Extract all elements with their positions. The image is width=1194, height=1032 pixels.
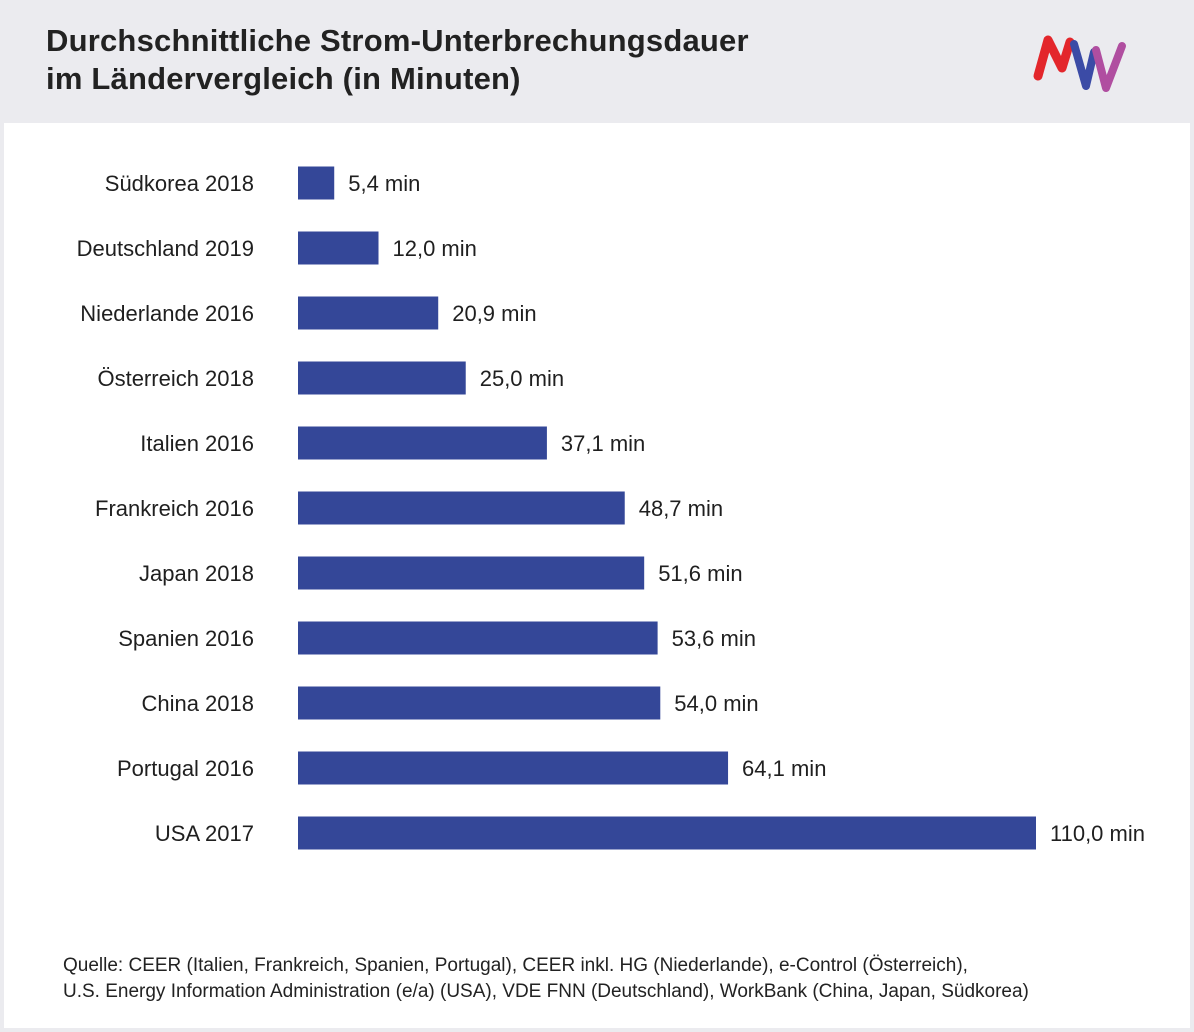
value-label: 51,6 min: [658, 561, 742, 586]
bar: [298, 556, 645, 590]
header-band: Durchschnittliche Strom-Unterbrechungsda…: [0, 0, 1194, 123]
frame-bottom: [0, 1028, 1194, 1032]
logo-m-stroke: [1033, 35, 1075, 81]
value-label: 110,0 min: [1050, 821, 1145, 846]
bar: [298, 296, 439, 330]
bar: [298, 231, 379, 265]
category-label: Spanien 2016: [118, 626, 254, 651]
bar: [298, 751, 729, 785]
source-line-2: U.S. Energy Information Administration (…: [63, 981, 1029, 1002]
bar: [298, 816, 1036, 850]
category-label: Südkorea 2018: [105, 171, 254, 196]
frame-right: [1190, 123, 1194, 1032]
chart-title-line-2: im Ländervergleich (in Minuten): [46, 61, 521, 96]
bar: [298, 361, 466, 395]
value-label: 5,4 min: [348, 171, 420, 196]
chart-area: Südkorea 2018 5,4 min Deutschland 2019 12,0…: [0, 123, 1194, 923]
category-label: USA 2017: [155, 821, 254, 846]
value-label: 54,0 min: [674, 691, 758, 716]
category-label: Japan 2018: [139, 561, 254, 586]
mvv-logo-icon: [1033, 35, 1126, 92]
value-label: 37,1 min: [561, 431, 645, 456]
value-label: 25,0 min: [480, 366, 564, 391]
category-label: Italien 2016: [140, 431, 254, 456]
category-label: Portugal 2016: [117, 756, 254, 781]
category-label: China 2018: [141, 691, 254, 716]
chart-title: Durchschnittliche Strom-Unterbrechungsda…: [46, 22, 749, 98]
bar: [298, 686, 661, 720]
source-line-1: Quelle: CEER (Italien, Frankreich, Spani…: [63, 955, 968, 976]
value-label: 48,7 min: [639, 496, 723, 521]
source-note: Quelle: CEER (Italien, Frankreich, Spani…: [63, 953, 1163, 1005]
value-label: 20,9 min: [452, 301, 536, 326]
value-label: 53,6 min: [672, 626, 756, 651]
value-label: 64,1 min: [742, 756, 826, 781]
category-label: Deutschland 2019: [77, 236, 254, 261]
chart-title-line-1: Durchschnittliche Strom-Unterbrechungsda…: [46, 23, 749, 58]
bar: [298, 621, 658, 655]
value-label: 12,0 min: [393, 236, 477, 261]
category-label: Niederlande 2016: [80, 301, 254, 326]
bar: [298, 166, 335, 200]
frame-left: [0, 123, 4, 1032]
bar-chart: Südkorea 2018 5,4 min Deutschland 2019 12,0…: [77, 166, 1145, 850]
bar: [298, 491, 625, 525]
category-label: Österreich 2018: [97, 366, 254, 391]
logo-v-stroke-2: [1092, 42, 1126, 92]
logo-v-stroke-1: [1070, 40, 1098, 90]
bar: [298, 426, 547, 460]
category-label: Frankreich 2016: [95, 496, 254, 521]
